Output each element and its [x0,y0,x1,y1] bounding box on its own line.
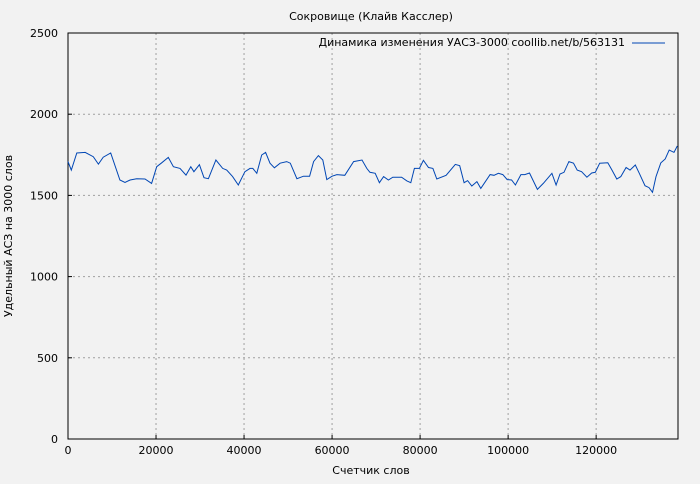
x-tick-label: 60000 [315,444,350,457]
x-tick-label: 0 [65,444,72,457]
grid [68,33,678,439]
y-tick-label: 0 [51,433,58,446]
y-tick-label: 2000 [30,108,58,121]
x-tick-label: 120000 [575,444,617,457]
plot-frame [67,32,679,440]
legend: Динамика изменения УАСЗ-3000 coollib.net… [319,36,665,49]
y-tick-label: 1500 [30,189,58,202]
legend-label: Динамика изменения УАСЗ-3000 coollib.net… [319,36,626,49]
y-tick-label: 1000 [30,271,58,284]
y-axis-label: Удельный АСЗ на 3000 слов [2,155,15,317]
y-tick-label: 500 [37,352,58,365]
x-tick-label: 80000 [403,444,438,457]
x-tick-label: 20000 [139,444,174,457]
y-tick-label: 2500 [30,27,58,40]
x-tick-label: 100000 [487,444,529,457]
series-line [67,145,678,194]
x-tick-label: 40000 [227,444,262,457]
axis-ticks: 0 20000 40000 60000 80000 100000 120000 0 500 100… [30,27,617,457]
chart-title: Сокровище (Клайв Касслер) [289,10,453,23]
x-axis-label: Счетчик слов [332,464,409,477]
